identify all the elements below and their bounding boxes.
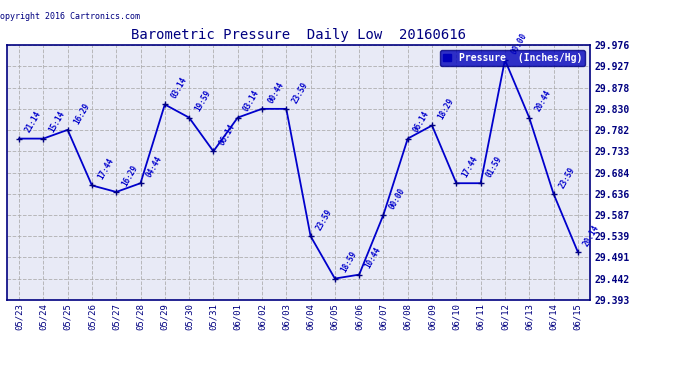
Text: 16:29: 16:29 — [72, 101, 91, 126]
Text: 10:44: 10:44 — [364, 246, 383, 270]
Text: 20:14: 20:14 — [582, 223, 601, 248]
Text: 04:44: 04:44 — [145, 154, 164, 179]
Text: 00:44: 00:44 — [266, 80, 286, 105]
Text: 20:44: 20:44 — [533, 89, 553, 114]
Text: 00:00: 00:00 — [509, 31, 529, 56]
Legend: Pressure  (Inches/Hg): Pressure (Inches/Hg) — [440, 50, 585, 66]
Text: 17:44: 17:44 — [460, 154, 480, 179]
Text: 15:14: 15:14 — [48, 110, 67, 134]
Text: 06:14: 06:14 — [412, 110, 431, 134]
Text: 19:59: 19:59 — [193, 89, 213, 114]
Text: 17:44: 17:44 — [96, 157, 115, 181]
Text: 23:59: 23:59 — [558, 165, 577, 189]
Text: 03:14: 03:14 — [169, 76, 188, 100]
Text: 23:59: 23:59 — [290, 80, 310, 105]
Text: 01:59: 01:59 — [485, 154, 504, 179]
Text: 03:14: 03:14 — [242, 89, 262, 114]
Text: 21:14: 21:14 — [23, 110, 43, 134]
Text: 23:59: 23:59 — [315, 207, 334, 232]
Text: 00:00: 00:00 — [388, 186, 407, 210]
Title: Barometric Pressure  Daily Low  20160616: Barometric Pressure Daily Low 20160616 — [131, 28, 466, 42]
Text: 16:29: 16:29 — [120, 163, 140, 188]
Text: 18:59: 18:59 — [339, 250, 358, 274]
Text: 18:29: 18:29 — [436, 97, 455, 122]
Text: 06:14: 06:14 — [217, 123, 237, 147]
Text: Copyright 2016 Cartronics.com: Copyright 2016 Cartronics.com — [0, 12, 140, 21]
